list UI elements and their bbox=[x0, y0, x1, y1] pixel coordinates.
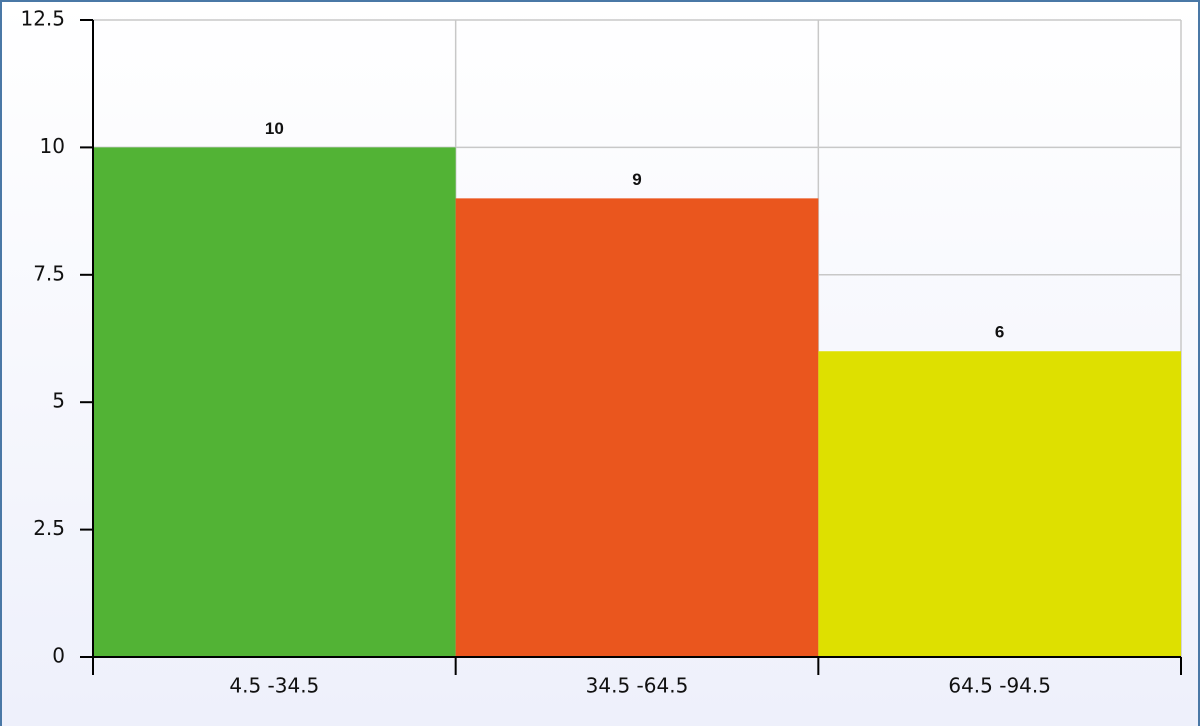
y-tick-label: 10 bbox=[40, 134, 65, 158]
y-tick-label: 12.5 bbox=[20, 7, 65, 31]
value-label: 9 bbox=[632, 170, 641, 189]
bar bbox=[818, 351, 1181, 657]
y-tick-label: 7.5 bbox=[33, 261, 65, 285]
x-tick-label: 4.5 -34.5 bbox=[229, 674, 319, 698]
x-tick-label: 64.5 -94.5 bbox=[948, 674, 1051, 698]
y-tick-label: 2.5 bbox=[33, 516, 65, 540]
x-tick-label: 34.5 -64.5 bbox=[586, 674, 689, 698]
value-label: 6 bbox=[995, 323, 1004, 342]
bar bbox=[93, 147, 456, 657]
y-tick-label: 5 bbox=[52, 389, 65, 413]
value-label: 10 bbox=[265, 119, 284, 138]
y-tick-label: 0 bbox=[52, 644, 65, 668]
bar bbox=[455, 198, 819, 658]
